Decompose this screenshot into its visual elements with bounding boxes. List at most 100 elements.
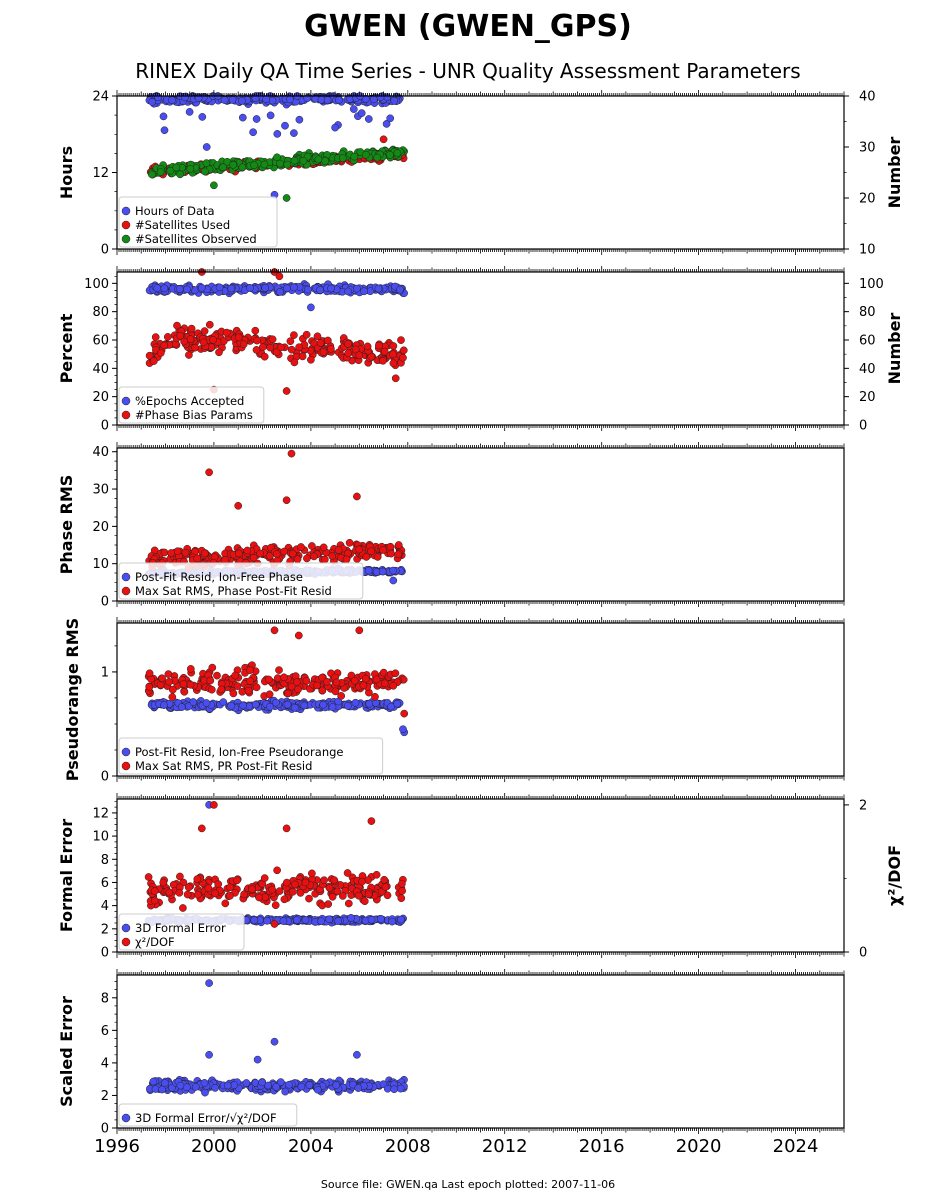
data-point [286,95,294,104]
data-point [350,152,359,161]
data-point [234,501,243,510]
x-tick-label: 2016 [579,1136,625,1157]
data-point [151,333,160,341]
data-point [399,725,407,734]
legend-marker [121,923,131,933]
y-right-tick-label: 20 [859,390,876,405]
data-point [279,917,288,925]
data-point [280,673,288,682]
data-point [305,894,313,903]
data-point [305,1081,314,1089]
data-point [252,683,261,692]
data-point [293,555,302,564]
legend: %Epochs Accepted#Phase Bias Params [118,386,265,424]
legend-marker [121,1113,131,1123]
data-point [361,674,370,683]
data-point [382,120,391,128]
y-tick-label: 0 [101,770,109,785]
data-point [270,1037,279,1046]
data-point [350,676,359,685]
data-point [219,163,227,172]
data-point [332,1081,341,1089]
data-point [375,341,383,350]
data-point [282,387,291,395]
data-point [391,374,400,383]
series-3 [148,145,408,202]
data-point [389,350,397,359]
data-point [250,916,259,925]
data-point [244,686,253,695]
data-point [208,663,217,672]
data-point [205,468,213,477]
data-point [369,95,378,104]
data-point [251,700,260,709]
data-point [280,895,289,904]
data-point [272,1082,281,1091]
scatter-points [144,626,409,737]
data-point [281,121,289,130]
panel-4: 0 1 Pseudorange RMS Post-Fit Resid, Ion-Fre… [63,617,845,785]
data-point [320,876,328,885]
data-point [352,284,361,293]
data-point [273,153,281,162]
data-point [159,112,168,121]
data-point [175,285,184,293]
y-tick-label: 1 [101,665,109,680]
data-point [238,97,246,105]
data-point [355,626,364,635]
data-point [324,900,333,908]
data-point [275,666,283,674]
data-point [268,96,277,105]
data-point [373,153,382,162]
data-point [358,877,366,886]
data-point [323,96,332,104]
data-point [144,873,153,881]
data-point [397,894,406,903]
legend-label: #Satellites Used [135,218,230,232]
data-point [211,889,220,898]
data-point [166,166,175,175]
legend-label: Post-Fit Resid, Ion-Free Phase [135,570,303,584]
data-point [184,883,193,892]
series-2 [144,801,407,928]
data-point [179,680,188,688]
data-point [252,115,261,123]
data-point [160,126,169,135]
data-point [367,817,376,825]
data-point [287,345,296,354]
data-point [156,349,165,357]
data-point [283,160,292,169]
data-point [156,680,165,689]
data-point [211,1084,219,1092]
data-point [246,284,254,292]
data-point [183,285,191,294]
data-point [145,669,154,678]
data-point [202,143,211,151]
data-point [338,154,347,162]
panel-2: 0 20 40 60 80 100 0 20 40 60 80 100 Number Percent %Ep… [57,266,904,434]
chart-subtitle: RINEX Daily QA Time Series - UNR Quality… [135,59,800,83]
data-point [301,916,310,924]
data-point [290,703,299,712]
data-point [272,698,280,707]
data-point [282,194,291,202]
y-tick-label: 0 [101,946,109,961]
legend: 3D Formal Error/√χ²/DOF [118,1103,298,1127]
data-point [176,1081,185,1090]
y-right-tick-label: 80 [859,305,876,320]
data-point [282,824,291,833]
data-point [160,284,169,293]
x-tick-label: 2024 [773,1136,819,1157]
data-point [362,150,370,159]
data-point [294,685,302,694]
data-point [372,870,381,879]
data-point [253,1055,262,1064]
data-point [270,920,279,928]
data-point [383,1084,392,1093]
data-point [310,552,318,561]
data-point [327,284,335,293]
legend-label: #Phase Bias Params [135,408,253,422]
data-point [186,164,195,173]
data-point [287,449,296,458]
